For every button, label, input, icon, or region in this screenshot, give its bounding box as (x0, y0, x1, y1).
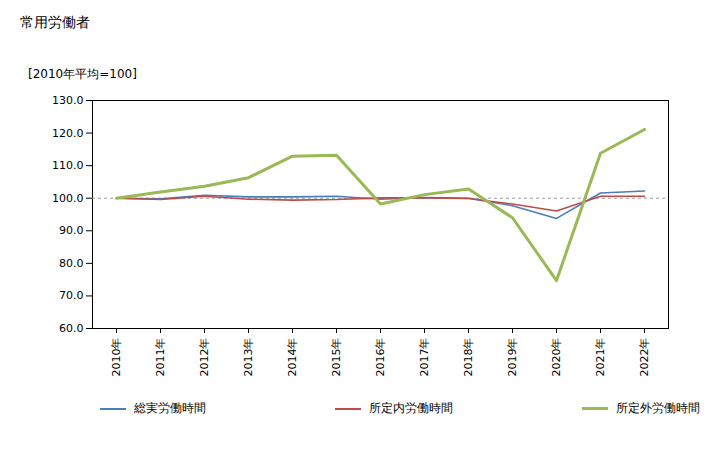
svg-text:2010年: 2010年 (110, 338, 123, 377)
svg-text:2018年: 2018年 (462, 338, 475, 377)
svg-text:2011年: 2011年 (154, 338, 167, 377)
html-text:所定内労働時間: 所定内労働時間 (369, 401, 453, 415)
svg-text:130.0: 130.0 (52, 94, 84, 107)
html-text:所定外労働時間: 所定外労働時間 (616, 401, 700, 415)
html-text:総実労働時間: 総実労働時間 (134, 401, 206, 415)
svg-text:2016年: 2016年 (374, 338, 387, 377)
svg-text:2012年: 2012年 (198, 338, 211, 377)
svg-text:2020年: 2020年 (550, 338, 563, 377)
svg-text:60.0: 60.0 (59, 322, 84, 335)
html-text:常用労働者: 常用労働者 (20, 14, 90, 30)
html-text:[2010年平均=100]: [2010年平均=100] (28, 67, 137, 81)
svg-text:2014年: 2014年 (286, 338, 299, 377)
svg-text:120.0: 120.0 (52, 127, 84, 140)
svg-text:2019年: 2019年 (506, 338, 519, 377)
svg-text:90.0: 90.0 (59, 224, 84, 237)
svg-text:70.0: 70.0 (59, 289, 84, 302)
svg-text:110.0: 110.0 (52, 159, 84, 172)
svg-text:2015年: 2015年 (330, 338, 343, 377)
svg-text:2022年: 2022年 (638, 338, 651, 377)
svg-text:100.0: 100.0 (52, 192, 84, 205)
svg-text:2021年: 2021年 (594, 338, 607, 377)
svg-text:80.0: 80.0 (59, 257, 84, 270)
svg-text:2017年: 2017年 (418, 338, 431, 377)
svg-text:2013年: 2013年 (242, 338, 255, 377)
